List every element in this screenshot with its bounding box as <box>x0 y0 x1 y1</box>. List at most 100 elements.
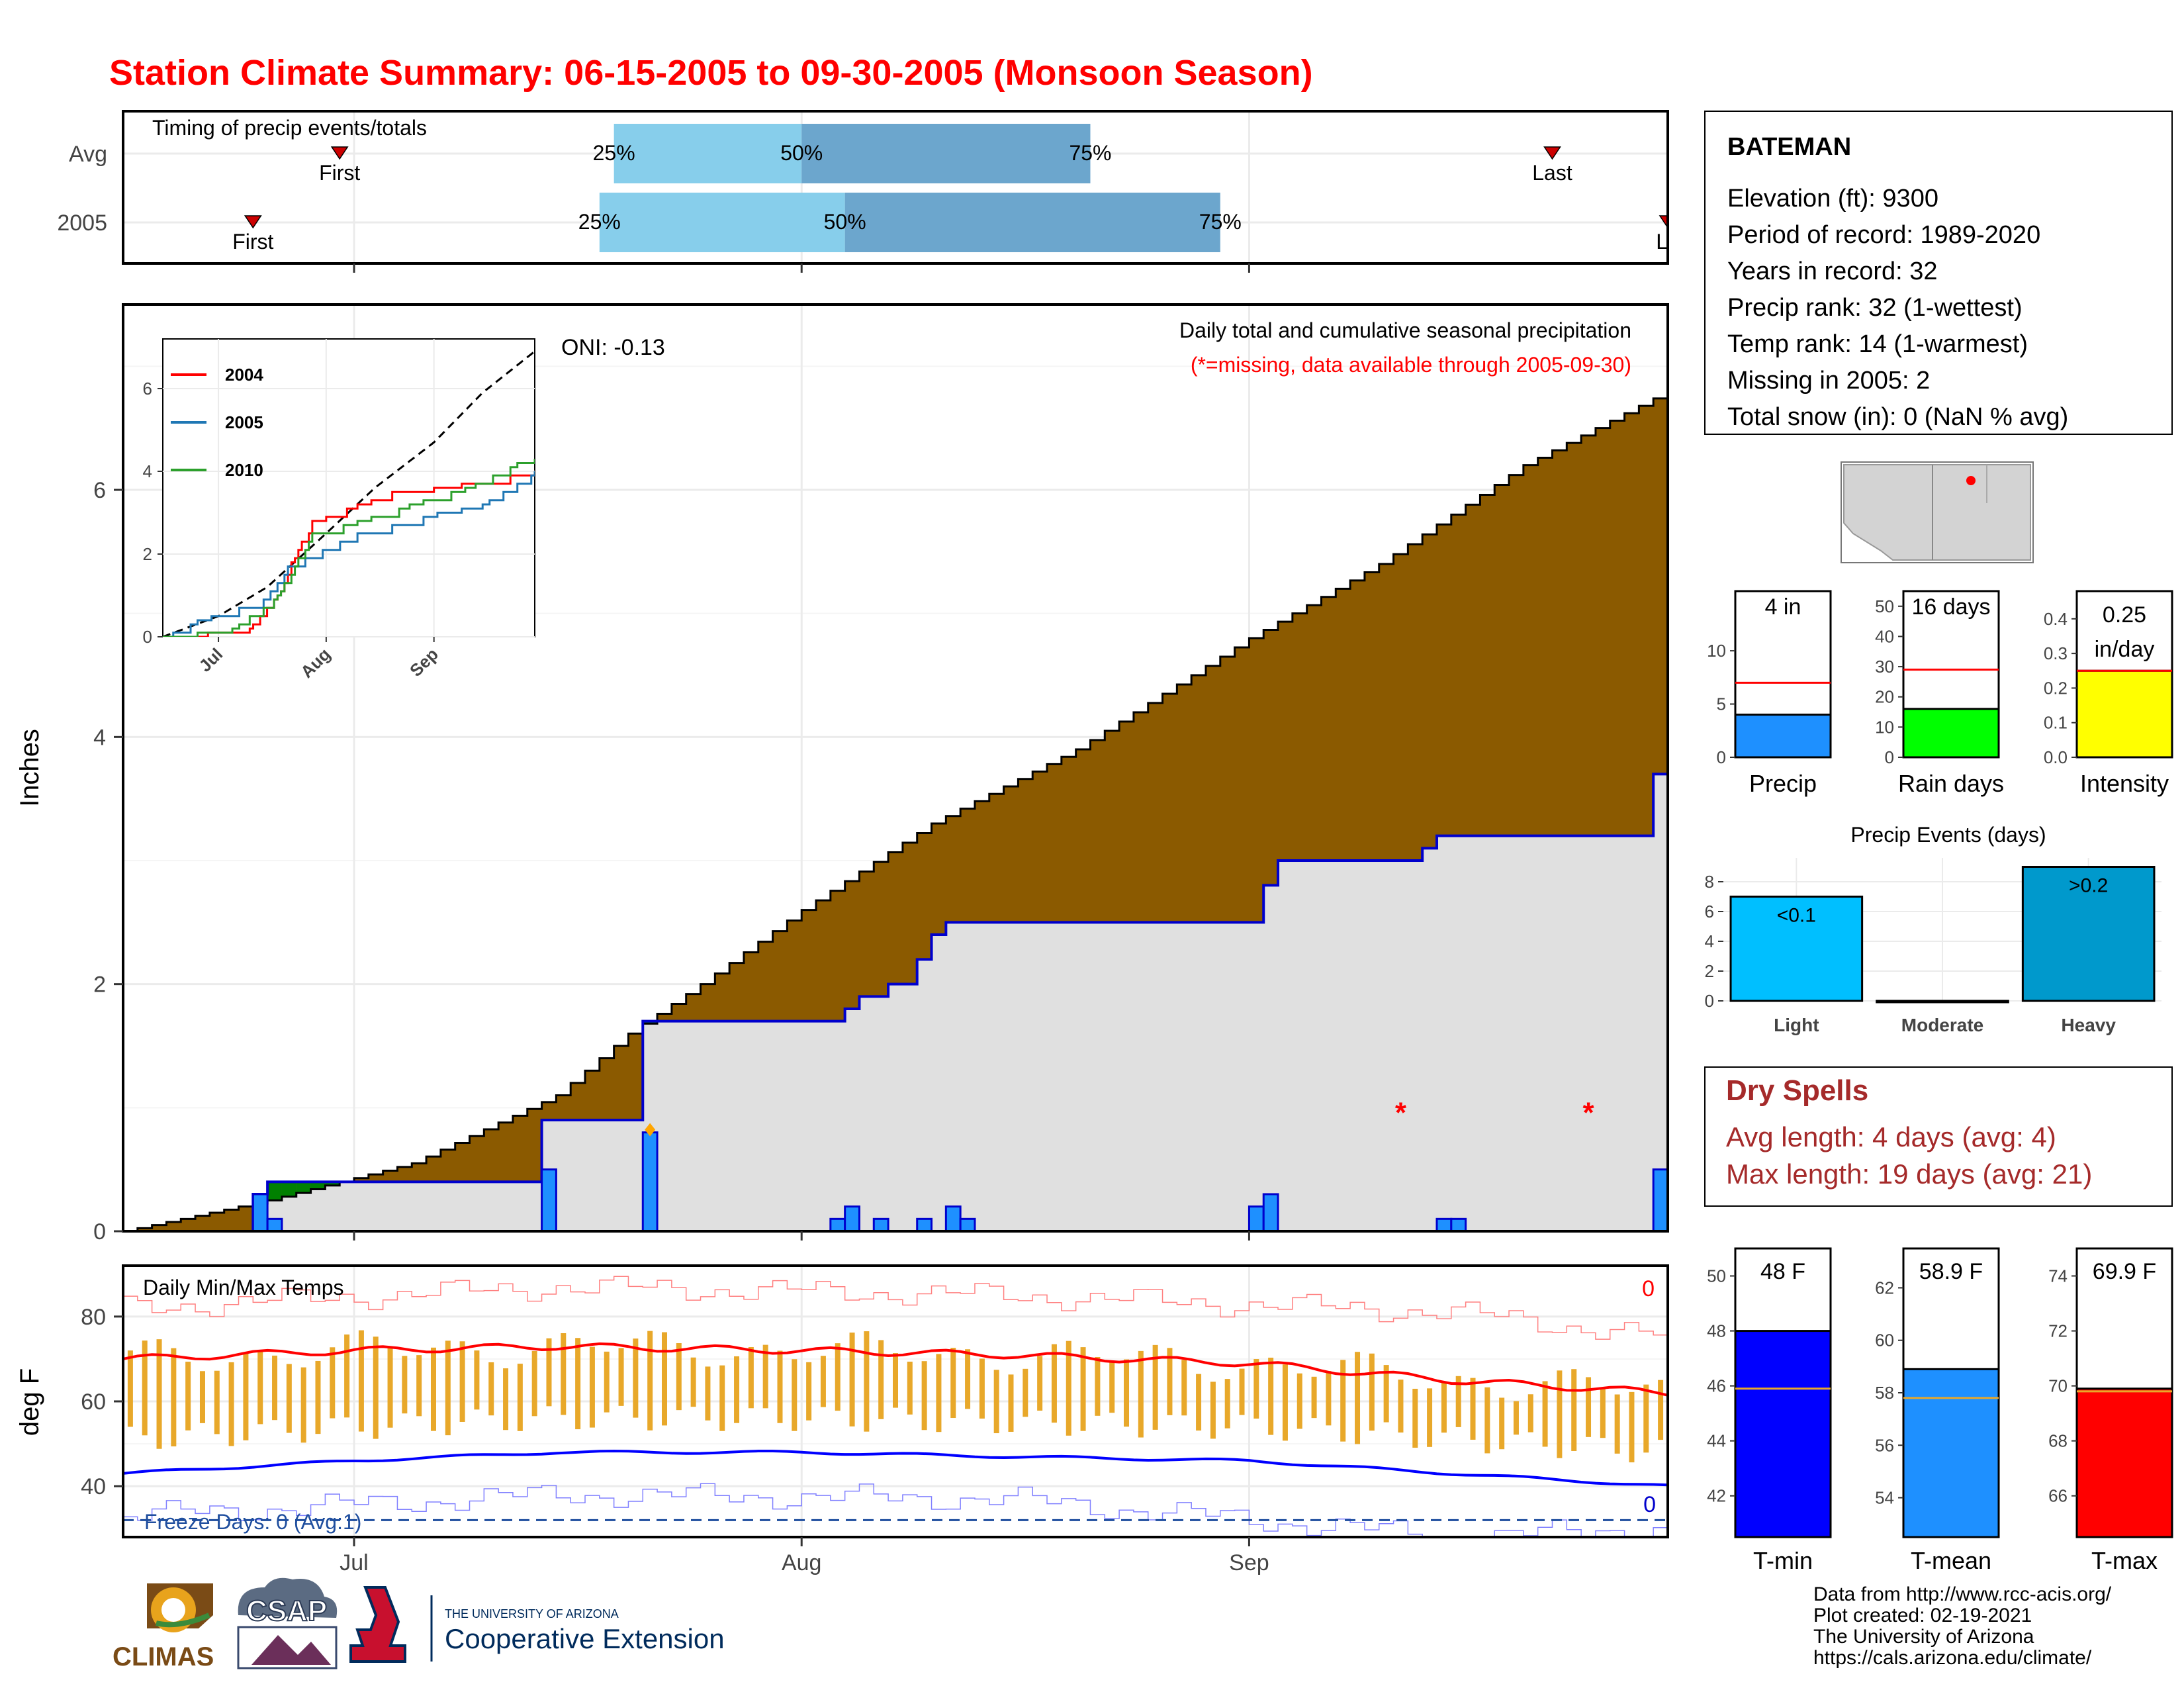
inset-y-tick-label: 6 <box>143 379 152 399</box>
timing-pct-label: 75% <box>1069 141 1111 165</box>
daily-precip-bar <box>944 1205 962 1231</box>
inset-y-tick-label: 4 <box>143 461 152 481</box>
x-tick-label-jul: Jul <box>340 1550 368 1575</box>
daily-temp-bar <box>806 1362 812 1421</box>
daily-precip-bar <box>872 1217 889 1231</box>
temp-bar-tick-label: 56 <box>1875 1435 1894 1455</box>
precip-y-tick-label: 6 <box>93 478 106 503</box>
timing-first-label: First <box>232 230 273 254</box>
precip-y-axis-label: Inches <box>15 729 44 807</box>
event-marker <box>645 1123 656 1137</box>
daily-temp-bar <box>1614 1394 1620 1454</box>
temp-bar-min-value: 48 F <box>1760 1259 1805 1284</box>
daily-temp-bar <box>531 1350 537 1417</box>
daily-temp-bar <box>604 1351 610 1413</box>
daily-temp-bar <box>1326 1371 1332 1426</box>
timing-panel: 25% 50% 75% First Last 25% 50% 75% First La Timin… <box>57 110 1669 265</box>
daily-temp-bar <box>705 1366 711 1421</box>
precip-events-chart: Precip Events (days) 0 2 4 6 8 <0.1 Light Moder… <box>1705 823 2161 1035</box>
daily-temp-bar <box>690 1357 696 1407</box>
daily-temp-bar <box>1470 1378 1476 1440</box>
station-missing: Missing in 2005: 2 <box>1727 367 1930 395</box>
daily-temp-bar <box>1542 1381 1548 1447</box>
daily-temp-bar <box>676 1343 682 1411</box>
ua-small-text: THE UNIVERSITY OF ARIZONA <box>445 1607 619 1620</box>
daily-temp-bar <box>820 1356 826 1407</box>
daily-temp-bar <box>1253 1359 1259 1419</box>
daily-temp-bar <box>1499 1397 1505 1450</box>
mini-bar-tick-label: 0.4 <box>2044 609 2068 629</box>
daily-precip-bar <box>541 1168 557 1231</box>
daily-temp-bar <box>762 1344 768 1409</box>
inset-series-2004 <box>163 471 535 637</box>
timing-first-marker <box>244 215 262 229</box>
daily-temp-bar <box>1181 1360 1187 1416</box>
daily-temp-bar <box>1282 1364 1288 1441</box>
daily-temp-bar <box>979 1358 985 1419</box>
daily-temp-bar <box>1643 1384 1649 1453</box>
station-info: BATEMAN Elevation (ft): 9300 Period of r… <box>1704 111 2173 435</box>
climas-logo-text: CLIMAS <box>113 1642 214 1671</box>
timing-row-avg-label: Avg <box>69 142 107 167</box>
temp-bar-min-label: T-min <box>1753 1547 1813 1574</box>
daily-temp-bar <box>488 1362 494 1416</box>
daily-temp-bar <box>1167 1348 1173 1415</box>
daily-temp-bar <box>950 1348 956 1419</box>
daily-temp-bar <box>344 1334 350 1418</box>
daily-temp-bar <box>835 1343 841 1411</box>
temp-bar-tick-label: 48 <box>1707 1321 1726 1341</box>
daily-precip-bar <box>641 1131 659 1231</box>
mini-bar-tick-label: 20 <box>1875 687 1894 707</box>
daily-temp-bar <box>618 1348 624 1406</box>
timing-label: Timing of precip events/totals <box>152 116 427 140</box>
daily-temp-bar <box>1095 1356 1101 1416</box>
station-location-dot <box>1966 476 1976 485</box>
page-title: Station Climate Summary: 06-15-2005 to 0… <box>109 53 1313 93</box>
daily-precip-bar <box>1248 1205 1265 1231</box>
daily-temp-bar <box>1008 1374 1014 1432</box>
mini-bar-tick-label: 10 <box>1707 641 1726 661</box>
timing-bar-2005-q2 <box>844 193 1220 252</box>
daily-temp-bar <box>546 1338 552 1407</box>
temp-bar-tick-label: 44 <box>1707 1431 1726 1451</box>
daily-temp-bar <box>358 1330 364 1432</box>
daily-temp-bar <box>199 1371 205 1423</box>
daily-temp-bar <box>185 1362 191 1430</box>
events-category-label: Light <box>1774 1015 1819 1035</box>
temp-bar-tick-label: 42 <box>1707 1486 1726 1506</box>
credit-line-2: Plot created: 02-19-2021 <box>1813 1605 2032 1626</box>
timing-bar-2005-q1 <box>599 193 845 252</box>
daily-temp-bar <box>1369 1353 1375 1431</box>
daily-precip-bar <box>251 1193 269 1231</box>
precip-missing-note: (*=missing, data available through 2005-… <box>1191 353 1631 377</box>
mini-bar-tick-label: 0.3 <box>2044 643 2068 663</box>
daily-temp-bar <box>1557 1370 1563 1458</box>
daily-temp-bar <box>402 1356 408 1414</box>
temp-y-axis-label: deg F <box>15 1368 44 1436</box>
daily-temp-bar <box>1268 1357 1274 1435</box>
inset-series-2005 <box>163 471 535 637</box>
daily-temp-bar <box>503 1368 509 1430</box>
timing-row-2005-label: 2005 <box>57 211 107 236</box>
temp-bar-max <box>2075 1387 2173 1538</box>
daily-temp-bar <box>647 1331 653 1430</box>
daily-temp-bar <box>748 1346 754 1409</box>
temp-bar-tick-label: 72 <box>2048 1321 2068 1341</box>
mini-bar-precip-value: 4 in <box>1765 594 1801 620</box>
daily-temp-bar <box>936 1354 942 1432</box>
precip-y-tick-label: 2 <box>93 972 106 998</box>
station-temp-rank: Temp rank: 14 (1-warmest) <box>1727 330 2028 358</box>
timing-first-label: First <box>319 161 360 185</box>
daily-temp-bar <box>1586 1377 1592 1437</box>
daily-temp-bar <box>387 1348 393 1428</box>
daily-temp-bar <box>257 1350 263 1425</box>
precip-y-tick-label: 0 <box>93 1219 106 1244</box>
station-years: Years in record: 32 <box>1727 258 1938 285</box>
daily-temp-bar <box>1023 1368 1028 1417</box>
daily-temp-bar <box>430 1347 436 1431</box>
daily-temp-bar <box>1109 1362 1115 1413</box>
timing-last-marker <box>1659 215 1668 229</box>
timing-pct-label: 50% <box>824 210 866 234</box>
daily-temp-bar <box>127 1350 133 1427</box>
daily-temp-bar <box>300 1367 306 1443</box>
